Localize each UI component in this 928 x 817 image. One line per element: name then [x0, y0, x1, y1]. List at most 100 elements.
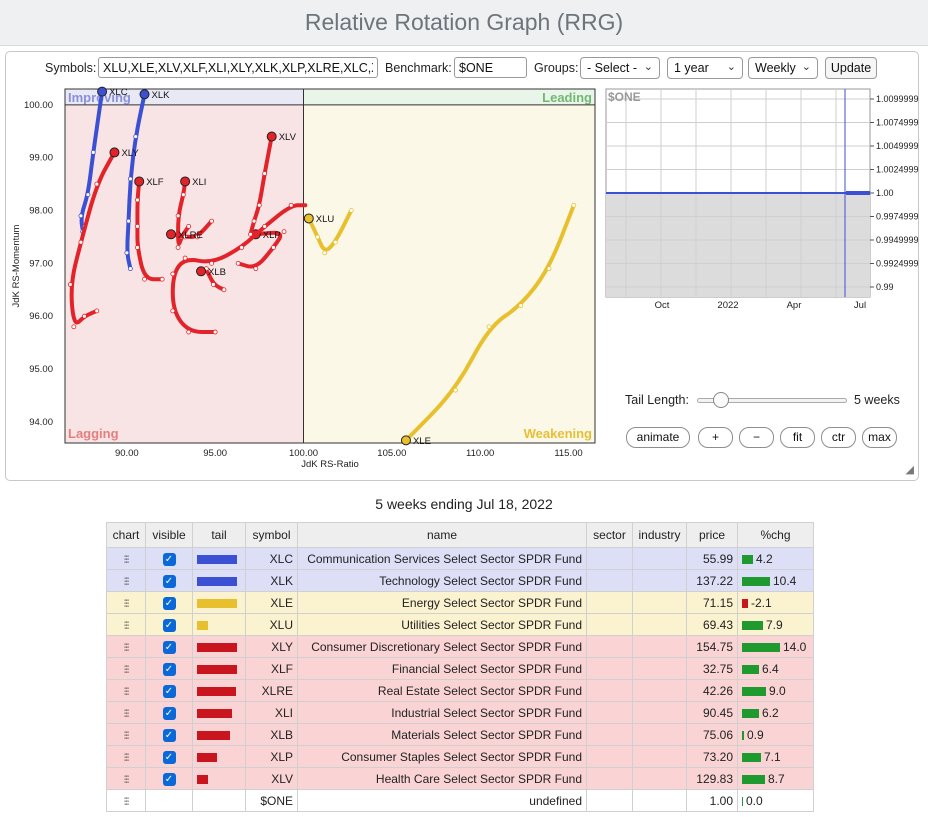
price-text: 32.75: [702, 661, 733, 676]
candlestick-icon[interactable]: ⫶⫶⫶: [123, 620, 129, 632]
visible-cell[interactable]: ✓: [145, 591, 193, 614]
visible-checkbox[interactable]: ✓: [162, 772, 176, 786]
header-pct-change[interactable]: %chg: [737, 522, 814, 548]
candlestick-icon[interactable]: ⫶⫶⫶: [123, 708, 129, 720]
candlestick-icon[interactable]: ⫶⫶⫶: [123, 774, 129, 786]
visible-cell[interactable]: ✓: [145, 547, 193, 570]
chart-cell[interactable]: ⫶⫶⫶: [106, 591, 146, 614]
chart-cell[interactable]: ⫶⫶⫶: [106, 547, 146, 570]
visible-checkbox[interactable]: ✓: [162, 640, 176, 654]
header-symbol[interactable]: symbol: [245, 522, 298, 548]
table-row[interactable]: ⫶⫶⫶ ✓ XLP Consumer Staples Select Sector SP…: [106, 745, 814, 768]
table-row[interactable]: ⫶⫶⫶ ✓ XLE Energy Select Sector SPDR Fund 71.…: [106, 591, 814, 614]
candlestick-icon[interactable]: ⫶⫶⫶: [123, 642, 129, 654]
table-row[interactable]: ⫶⫶⫶ ✓ XLF Financial Select Sector SPDR Fund…: [106, 657, 814, 680]
fit-button[interactable]: fit: [780, 427, 815, 448]
header-tail[interactable]: tail: [192, 522, 246, 548]
pct-change-text: -2.1: [751, 595, 772, 610]
update-button[interactable]: Update: [825, 57, 877, 79]
chart-cell[interactable]: ⫶⫶⫶: [106, 745, 146, 768]
table-row[interactable]: ⫶⫶⫶ ✓ XLV Health Care Select Sector SPDR Fu…: [106, 767, 814, 790]
visible-cell[interactable]: ✓: [145, 745, 193, 768]
visible-cell[interactable]: ✓: [145, 657, 193, 680]
pct-change-cell: -2.1: [737, 591, 814, 614]
header-chart[interactable]: chart: [106, 522, 146, 548]
visible-checkbox[interactable]: ✓: [162, 684, 176, 698]
header-industry[interactable]: industry: [632, 522, 687, 548]
animate-button[interactable]: animate: [626, 427, 690, 448]
tail-point: [78, 239, 84, 245]
chart-cell[interactable]: ⫶⫶⫶: [106, 789, 146, 812]
header-price[interactable]: price: [686, 522, 738, 548]
candlestick-icon[interactable]: ⫶⫶⫶: [123, 730, 129, 742]
plot-border: [64, 88, 596, 444]
center-button[interactable]: ctr: [821, 427, 856, 448]
candlestick-icon[interactable]: ⫶⫶⫶: [123, 752, 129, 764]
chart-cell[interactable]: ⫶⫶⫶: [106, 767, 146, 790]
visible-cell[interactable]: ✓: [145, 613, 193, 636]
tail-point: [126, 218, 131, 224]
slider-handle[interactable]: [713, 392, 729, 408]
visible-cell[interactable]: ✓: [145, 767, 193, 790]
period-select[interactable]: 1 year ⌄: [667, 57, 743, 79]
industry-cell: [632, 789, 687, 812]
table-row[interactable]: ⫶⫶⫶ ✓ XLU Utilities Select Sector SPDR Fund…: [106, 613, 814, 636]
resize-grip-icon[interactable]: ◢: [905, 464, 914, 476]
visible-cell[interactable]: ✓: [145, 679, 193, 702]
table-row[interactable]: ⫶⫶⫶ ✓ XLC Communication Services Select Sec…: [106, 547, 814, 570]
symbol-cell: XLV: [245, 767, 298, 790]
visible-cell[interactable]: ✓: [145, 701, 193, 724]
pct-change-cell: 7.9: [737, 613, 814, 636]
symbol-cell: XLB: [245, 723, 298, 746]
candlestick-icon[interactable]: ⫶⫶⫶: [123, 576, 129, 588]
zoom-out-button[interactable]: −: [739, 427, 774, 448]
visible-checkbox[interactable]: ✓: [162, 618, 176, 632]
visible-checkbox[interactable]: ✓: [162, 596, 176, 610]
chart-cell[interactable]: ⫶⫶⫶: [106, 657, 146, 680]
candlestick-icon[interactable]: ⫶⫶⫶: [123, 796, 129, 808]
tail-length-slider[interactable]: [697, 392, 847, 408]
visible-cell[interactable]: ✓: [145, 569, 193, 592]
candlestick-icon[interactable]: ⫶⫶⫶: [123, 554, 129, 566]
visible-cell[interactable]: ✓: [145, 723, 193, 746]
tail-point: [253, 266, 259, 272]
chart-cell[interactable]: ⫶⫶⫶: [106, 679, 146, 702]
header-sector[interactable]: sector: [586, 522, 633, 548]
frequency-select[interactable]: Weekly ⌄: [748, 57, 818, 79]
table-row[interactable]: ⫶⫶⫶ ✓ XLRE Real Estate Select Sector SPDR F…: [106, 679, 814, 702]
symbols-input[interactable]: [98, 57, 378, 78]
visible-checkbox[interactable]: ✓: [162, 662, 176, 676]
visible-checkbox[interactable]: ✓: [162, 728, 176, 742]
table-row[interactable]: ⫶⫶⫶ ✓ XLI Industrial Select Sector SPDR Fun…: [106, 701, 814, 724]
chart-cell[interactable]: ⫶⫶⫶: [106, 701, 146, 724]
table-row[interactable]: ⫶⫶⫶ $ONE undefined 1.00 0.0: [106, 789, 814, 812]
header-name[interactable]: name: [297, 522, 587, 548]
chart-cell[interactable]: ⫶⫶⫶: [106, 635, 146, 658]
chart-cell[interactable]: ⫶⫶⫶: [106, 569, 146, 592]
tail-point: [94, 308, 100, 314]
table-row[interactable]: ⫶⫶⫶ ✓ XLY Consumer Discretionary Select Sec…: [106, 635, 814, 658]
table-row[interactable]: ⫶⫶⫶ ✓ XLB Materials Select Sector SPDR Fund…: [106, 723, 814, 746]
zoom-in-button[interactable]: +: [698, 427, 733, 448]
table-row[interactable]: ⫶⫶⫶ ✓ XLK Technology Select Sector SPDR Fun…: [106, 569, 814, 592]
price-cell: 90.45: [686, 701, 738, 724]
visible-checkbox[interactable]: ✓: [162, 574, 176, 588]
visible-checkbox[interactable]: ✓: [162, 750, 176, 764]
visible-cell[interactable]: ✓: [145, 635, 193, 658]
tail-point: [486, 324, 492, 330]
visible-cell[interactable]: [145, 789, 193, 812]
visible-checkbox[interactable]: ✓: [162, 706, 176, 720]
candlestick-icon[interactable]: ⫶⫶⫶: [123, 598, 129, 610]
chart-cell[interactable]: ⫶⫶⫶: [106, 723, 146, 746]
visible-checkbox[interactable]: ✓: [162, 552, 176, 566]
candlestick-icon[interactable]: ⫶⫶⫶: [123, 664, 129, 676]
benchmark-input[interactable]: [454, 57, 527, 78]
tail-point: [195, 234, 200, 240]
header-visible[interactable]: visible: [145, 522, 193, 548]
groups-select[interactable]: - Select - ⌄: [580, 57, 660, 79]
tail-point: [85, 192, 91, 198]
chart-cell[interactable]: ⫶⫶⫶: [106, 613, 146, 636]
candlestick-icon[interactable]: ⫶⫶⫶: [123, 686, 129, 698]
max-button[interactable]: max: [862, 427, 897, 448]
